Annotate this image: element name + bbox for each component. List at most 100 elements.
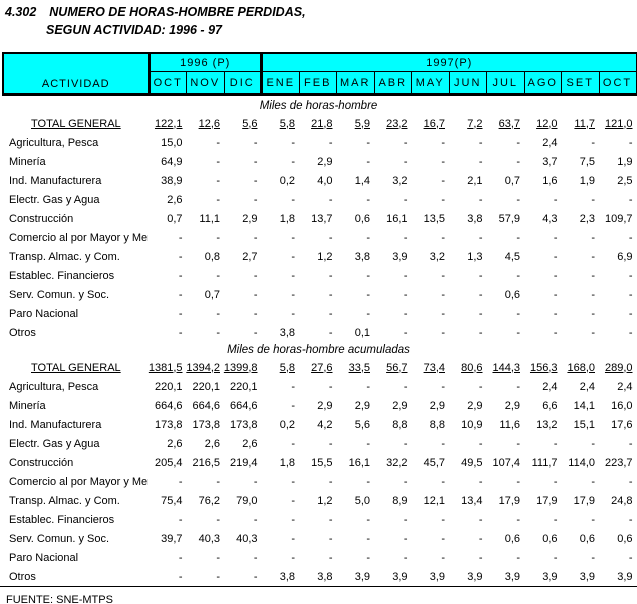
table-cell: 2,9 <box>467 399 483 412</box>
table-cell: 0,1 <box>354 326 370 339</box>
table-cell: - <box>366 532 370 545</box>
table-cell: 0,6 <box>354 212 370 225</box>
table-cell: 27,6 <box>311 361 333 374</box>
table-cell: 5,8 <box>279 117 295 130</box>
table-cell: - <box>403 475 408 488</box>
table-cell: - <box>441 551 445 564</box>
table-row: Paro Nacional - - - - - - - - - - - - - <box>2 548 636 567</box>
table-cell: 3,8 <box>317 570 333 583</box>
table-cell: - <box>366 513 370 526</box>
table-cell: 80,6 <box>461 361 483 374</box>
table-row: Otros - - - 3,8 3,8 3,9 3,9 3,9 3,9 3,9 3,9 3,9 3,9 <box>2 567 636 586</box>
table-cell: 6,9 <box>617 250 633 263</box>
table-row: Ind. Manufacturera 38,9 - - 0,2 4,0 1,4 3,2 - 2,1… <box>2 171 636 190</box>
table-cell: - <box>366 475 370 488</box>
table-cell: 2,6 <box>167 193 183 206</box>
table-cell: - <box>178 326 183 339</box>
title-block: 4.302 NUMERO DE HORAS-HOMBRE PERDIDAS, SE… <box>0 0 637 37</box>
table-cell: - <box>478 288 483 301</box>
table-cell: - <box>216 193 220 206</box>
table-cell: - <box>253 307 258 320</box>
table-cell: 3,8 <box>279 326 295 339</box>
table-row: Ind. Manufacturera 173,8 173,8 173,8 0,2 4,2 5… <box>2 415 636 434</box>
table-cell: - <box>403 155 408 168</box>
table-cell: - <box>591 269 595 282</box>
row-label: Otros <box>9 326 36 339</box>
table-cell: - <box>178 250 183 263</box>
table-cell: - <box>253 174 258 187</box>
table-cell: 5,6 <box>242 117 258 130</box>
table-code: 4.302 <box>5 5 37 19</box>
row-label: Electr. Gas y Agua <box>9 437 100 450</box>
table-cell: - <box>591 193 595 206</box>
table-cell: - <box>591 475 595 488</box>
row-label: Minería <box>9 155 46 168</box>
table-cell: - <box>553 193 558 206</box>
table-cell: - <box>291 288 295 301</box>
table-cell: - <box>291 475 295 488</box>
table-cell: - <box>441 437 445 450</box>
table-cell: 107,4 <box>492 456 520 469</box>
table-cell: 13,4 <box>461 494 483 507</box>
table-cell: 109,7 <box>604 212 633 225</box>
table-cell: 12,0 <box>536 117 558 130</box>
table-cell: 3,9 <box>354 570 370 583</box>
month-header-oct97: OCT <box>598 71 637 95</box>
table-cell: - <box>403 307 408 320</box>
table-cell: - <box>178 269 183 282</box>
table-cell: - <box>478 326 483 339</box>
page-subtitle: SEGUN ACTIVIDAD: 1996 - 97 <box>46 23 222 37</box>
table-cell: - <box>628 288 633 301</box>
table-cell: - <box>591 250 595 263</box>
table-cell: 3,9 <box>579 570 595 583</box>
table-cell: - <box>403 532 408 545</box>
table-cell: - <box>553 437 558 450</box>
table-cell: - <box>516 475 520 488</box>
table-cell: - <box>366 136 370 149</box>
table-cell: 1,2 <box>317 250 333 263</box>
table-cell: - <box>553 551 558 564</box>
table-cell: 1399,8 <box>223 361 258 374</box>
table-cell: - <box>178 513 183 526</box>
table-cell: 2,1 <box>467 174 483 187</box>
table-cell: - <box>291 437 295 450</box>
table-cell: - <box>328 513 333 526</box>
table-cell: - <box>441 174 445 187</box>
row-label: Agricultura, Pesca <box>9 136 99 149</box>
table-row: Transp. Almac. y Com. 75,4 76,2 79,0 - 1,2 5,0… <box>2 491 636 510</box>
table-row: Electr. Gas y Agua 2,6 - - - - - - - - - - - - <box>2 190 636 209</box>
table-cell: - <box>291 136 295 149</box>
table-row: Minería 664,6 664,6 664,6 - 2,9 2,9 2,9 2,9 2,9 2,… <box>2 396 636 415</box>
table-cell: - <box>516 269 520 282</box>
table-cell: - <box>628 551 633 564</box>
table-cell: 1381,5 <box>148 361 183 374</box>
table-cell: - <box>291 155 295 168</box>
table-cell: 664,6 <box>192 399 220 412</box>
table-row: Otros - - - 3,8 - 0,1 - - - - - - - <box>2 323 636 342</box>
table-cell: 75,4 <box>161 494 183 507</box>
section-caption: Miles de horas-hombre acumuladas <box>227 344 410 356</box>
table-cell: 2,5 <box>617 174 633 187</box>
table-cell: 1394,2 <box>186 361 220 374</box>
table-cell: - <box>441 193 445 206</box>
table-cell: - <box>591 551 595 564</box>
table-cell: - <box>328 380 333 393</box>
table-cell: 2,9 <box>504 399 520 412</box>
table-cell: - <box>328 326 333 339</box>
table-row: Establec. Financieros - - - - - - - - - - - - - <box>2 266 636 285</box>
table-cell: - <box>291 513 295 526</box>
table-cell: 21,8 <box>311 117 333 130</box>
table-cell: - <box>328 288 333 301</box>
table-cell: - <box>591 326 595 339</box>
table-row: Comercio al por Mayor y Men. - - - - - - - - - - - -… <box>2 472 636 491</box>
table-cell: 56,7 <box>386 361 408 374</box>
table-cell: 2,4 <box>542 136 558 149</box>
table-cell: 5,9 <box>354 117 370 130</box>
table-cell: 11,7 <box>574 117 595 130</box>
table-cell: - <box>478 513 483 526</box>
table-cell: - <box>328 551 333 564</box>
table-cell: - <box>253 326 258 339</box>
table-cell: 38,9 <box>161 174 183 187</box>
table-cell: 220,1 <box>154 380 183 393</box>
table-cell: 2,4 <box>542 380 558 393</box>
